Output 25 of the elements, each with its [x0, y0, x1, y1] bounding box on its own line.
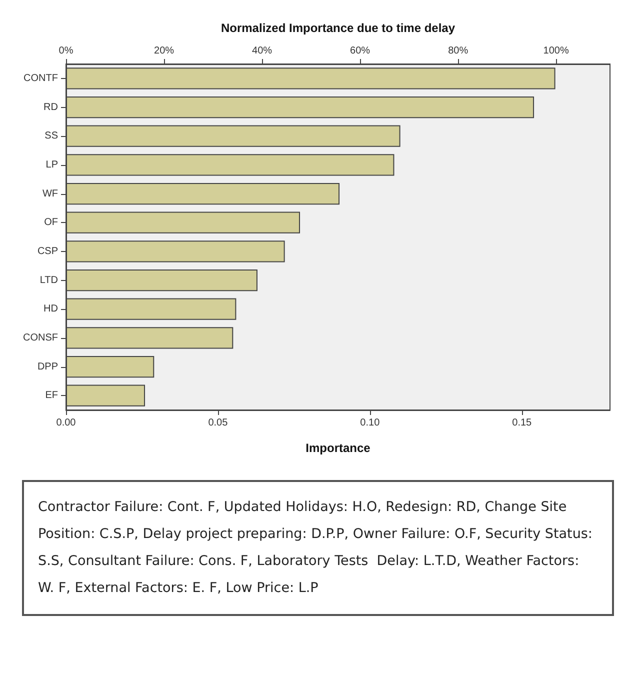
x2-tick-label: 40%: [252, 46, 272, 56]
x-tick-label: 0.05: [208, 418, 228, 428]
x2-tick-label: 0%: [58, 46, 74, 56]
y-tick-label: LP: [46, 159, 58, 170]
x2-tick-label: 60%: [350, 46, 370, 56]
y-tick-label: HD: [44, 304, 58, 315]
y-tick-label: LTD: [40, 274, 58, 286]
x2-tick-label: 80%: [448, 46, 468, 56]
y-tick-label: SS: [44, 130, 58, 142]
x-axis-title: Importance: [306, 441, 371, 455]
text: Contractor Failure: Cont. F, Updated Holidays: H.O, Redesign: RD, Change Site Position: C.S.P, Delay project preparing: D.P.P, Owner Failure: O.F, Security Status: S.S, Consultant Failure: Cons. F, Laboratory Tests Delay: L.T.D, Weather Factors: W. F, External Factors: E. F, Low Price: L.P: [22, 480, 614, 616]
x2-tick-label: 20%: [154, 46, 174, 56]
x-tick-label: 0.10: [360, 418, 380, 428]
y-tick-label: EF: [45, 390, 58, 402]
y-tick-label: DPP: [37, 361, 58, 372]
x2-tick-label: 100%: [543, 46, 569, 56]
x-tick-label: 0.00: [56, 418, 76, 428]
y-tick-label: RD: [44, 102, 58, 113]
y-tick-label: CSP: [37, 246, 58, 257]
x-tick-label: 0.15: [512, 418, 532, 428]
y-tick-label: CONSF: [23, 332, 58, 344]
y-tick-label: WF: [42, 188, 58, 200]
y-tick-label: CONTF: [24, 72, 58, 84]
y-tick-label: OF: [44, 217, 58, 228]
x2-axis-title: Normalized Importance due to time delay: [220, 21, 456, 35]
